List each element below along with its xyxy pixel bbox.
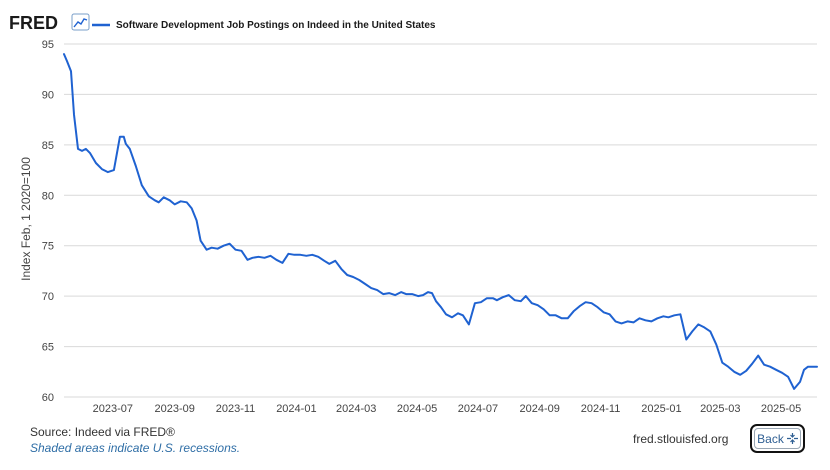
x-tick-label: 2024-07 <box>458 403 498 415</box>
legend-label: Software Development Job Postings on Ind… <box>116 20 436 31</box>
y-tick-label: 90 <box>42 89 54 101</box>
y-tick-label: 75 <box>42 241 54 253</box>
series-layer <box>63 53 818 390</box>
x-tick-label: 2025-01 <box>641 403 681 415</box>
y-tick-label: 65 <box>42 342 54 354</box>
x-tick-label: 2024-01 <box>276 403 316 415</box>
x-tick-label: 2023-11 <box>216 403 256 415</box>
recession-note: Shaded areas indicate U.S. recessions. <box>30 441 241 455</box>
chart-footer: Source: Indeed via FRED® Shaded areas in… <box>30 424 240 456</box>
series-line <box>63 53 818 390</box>
x-tick-label: 2025-05 <box>761 403 801 415</box>
x-tick-label: 2024-11 <box>581 403 621 415</box>
y-tick-label: 70 <box>42 291 54 303</box>
back-button-label: Back <box>757 431 784 446</box>
x-axis-tick-labels: 2023-07 2023-09 2023-11 2024-01 2024-03 2024-… <box>93 403 802 415</box>
y-tick-label: 95 <box>42 39 54 51</box>
y-axis-label: Index Feb, 1 2020=100 <box>19 157 33 281</box>
y-tick-label: 85 <box>42 140 54 152</box>
y-axis-tick-labels: 60 65 70 75 80 85 90 95 <box>42 39 54 404</box>
back-button[interactable]: Back <box>754 428 801 449</box>
collapse-arrows-icon <box>786 433 798 444</box>
fred-logo: FRED <box>9 13 58 33</box>
back-button-focus-ring: Back <box>750 424 805 453</box>
x-tick-label: 2023-07 <box>93 403 133 415</box>
gridlines <box>64 43 817 398</box>
x-tick-label: 2024-05 <box>397 403 437 415</box>
source-text: Source: Indeed via FRED® <box>30 425 175 439</box>
y-tick-label: 80 <box>42 190 54 202</box>
chart-line-icon <box>71 13 90 31</box>
x-tick-label: 2023-09 <box>155 403 195 415</box>
y-tick-label: 60 <box>42 392 54 404</box>
x-tick-label: 2025-03 <box>700 403 740 415</box>
x-tick-label: 2024-03 <box>336 403 376 415</box>
site-url: fred.stlouisfed.org <box>633 432 729 446</box>
x-tick-label: 2024-09 <box>520 403 560 415</box>
